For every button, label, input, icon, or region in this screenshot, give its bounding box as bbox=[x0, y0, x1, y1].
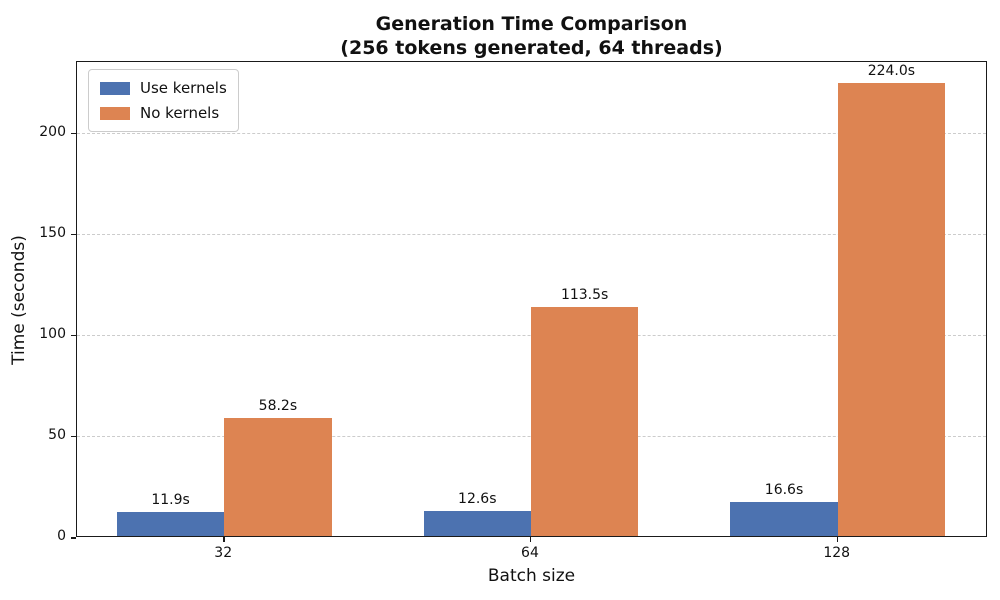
legend: Use kernels No kernels bbox=[88, 69, 239, 132]
legend-swatch-use-kernels bbox=[100, 81, 130, 95]
xtick-mark-64 bbox=[529, 537, 532, 542]
bar-value-label-use-kernels-128: 16.6s bbox=[764, 482, 804, 499]
bar-value-label-no-kernels-128: 224.0s bbox=[867, 63, 916, 80]
ytick-mark-0 bbox=[71, 537, 76, 539]
xtick-label-32: 32 bbox=[214, 545, 233, 561]
ytick-mark-50 bbox=[71, 435, 76, 438]
ytick-label-150: 150 bbox=[39, 224, 66, 241]
legend-item-use-kernels: Use kernels bbox=[100, 77, 227, 99]
ytick-mark-150 bbox=[71, 233, 76, 236]
legend-label-use-kernels: Use kernels bbox=[140, 79, 227, 97]
bar-use-kernels-32 bbox=[116, 511, 225, 536]
ytick-label-50: 50 bbox=[48, 426, 66, 443]
ytick-mark-100 bbox=[71, 334, 76, 337]
bar-value-label-use-kernels-32: 11.9s bbox=[151, 491, 190, 508]
chart-title-line2: (256 tokens generated, 64 threads) bbox=[340, 37, 723, 59]
chart-title: Generation Time Comparison (256 tokens g… bbox=[76, 12, 987, 60]
bar-value-label-no-kernels-32: 58.2s bbox=[258, 398, 298, 415]
x-axis-label: Batch size bbox=[487, 566, 576, 586]
bar-use-kernels-128 bbox=[730, 502, 838, 536]
y-axis-label: Time (seconds) bbox=[9, 235, 29, 365]
ytick-label-100: 100 bbox=[39, 325, 66, 342]
bar-no-kernels-64 bbox=[530, 306, 639, 536]
xtick-mark-32 bbox=[223, 537, 225, 542]
bar-no-kernels-32 bbox=[224, 418, 332, 536]
ytick-label-0: 0 bbox=[57, 528, 66, 544]
legend-label-no-kernels: No kernels bbox=[140, 104, 220, 122]
gridline-y150 bbox=[77, 233, 986, 235]
plot-area: Use kernels No kernels 11.9s 12.6s 16.6s 58… bbox=[76, 61, 987, 537]
xtick-mark-128 bbox=[836, 537, 839, 542]
xtick-label-128: 128 bbox=[823, 545, 851, 561]
legend-swatch-no-kernels bbox=[100, 106, 130, 120]
xtick-label-64: 64 bbox=[521, 545, 539, 561]
legend-item-no-kernels: No kernels bbox=[100, 102, 227, 124]
bar-no-kernels-128 bbox=[837, 83, 946, 536]
chart-title-line1: Generation Time Comparison bbox=[375, 13, 688, 35]
gridline-y200 bbox=[77, 132, 986, 134]
bar-value-label-use-kernels-64: 12.6s bbox=[458, 490, 497, 507]
ytick-label-200: 200 bbox=[39, 123, 66, 140]
bar-value-label-no-kernels-64: 113.5s bbox=[560, 286, 609, 303]
ytick-mark-200 bbox=[71, 132, 76, 135]
bar-use-kernels-64 bbox=[423, 510, 531, 536]
